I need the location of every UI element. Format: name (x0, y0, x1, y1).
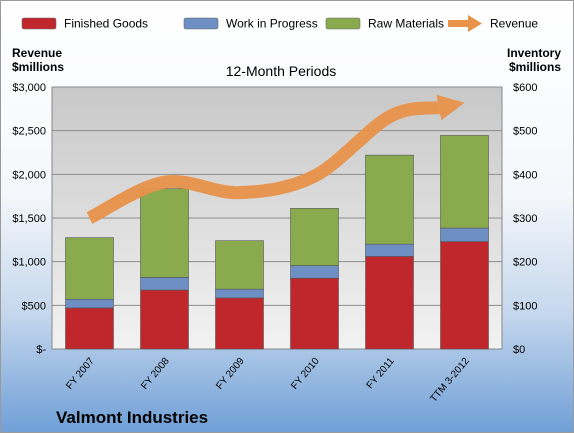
legend-item-work-in-progress: Work in Progress (183, 17, 318, 31)
bar-raw-materials-fy-2011 (365, 154, 414, 245)
left-tick-label: $- (36, 344, 46, 356)
left-tick-label: $2,500 (12, 126, 46, 138)
bar-finished-goods-ttm-3-2012 (440, 241, 489, 350)
left-tick-label: $1,000 (12, 257, 46, 269)
bar-raw-materials-fy-2010 (290, 208, 339, 266)
bar-raw-materials-fy-2009 (215, 240, 264, 290)
right-tick-label: $600 (513, 82, 537, 94)
legend-label: Revenue (490, 17, 538, 31)
bar-work-in-progress-fy-2007 (65, 298, 114, 309)
legend-item-revenue: Revenue (448, 15, 538, 32)
bar-finished-goods-fy-2010 (290, 277, 339, 350)
chart-title: 12-Month Periods (226, 63, 337, 79)
bar-raw-materials-fy-2007 (65, 237, 114, 300)
left-tick-label: $500 (22, 300, 46, 312)
bar-work-in-progress-fy-2010 (290, 265, 339, 279)
left-tick-label: $3,000 (12, 82, 46, 94)
company-name: Valmont Industries (56, 408, 208, 427)
gridlines (52, 86, 502, 306)
legend-swatch (325, 17, 361, 30)
revenue-arrowhead (436, 94, 465, 121)
left-tick-label: $1,500 (12, 213, 46, 225)
bar-finished-goods-fy-2011 (365, 256, 414, 350)
right-tick-label: $200 (513, 257, 537, 269)
right-axis-title-line1: Inventory (507, 46, 561, 60)
bar-finished-goods-fy-2007 (65, 307, 114, 350)
bar-work-in-progress-ttm-3-2012 (440, 227, 489, 242)
legend-label: Raw Materials (368, 17, 444, 31)
legend-label: Work in Progress (226, 17, 318, 31)
legend: Finished Goods Work in Progress Raw Materi… (21, 15, 538, 32)
revenue-line-layer (86, 94, 465, 224)
bar-work-in-progress-fy-2011 (365, 243, 414, 257)
left-axis-title-line2: $millions (12, 60, 64, 74)
bar-raw-materials-ttm-3-2012 (440, 135, 489, 229)
right-tick-label: $300 (513, 213, 537, 225)
legend-item-finished-goods: Finished Goods (21, 17, 148, 31)
bars (65, 135, 489, 350)
revenue-line (86, 101, 441, 224)
right-axis-title-line2: $millions (509, 60, 561, 74)
legend-item-raw-materials: Raw Materials (325, 17, 444, 31)
bar-work-in-progress-fy-2009 (215, 288, 264, 299)
legend-label: Finished Goods (64, 17, 148, 31)
legend-arrow-icon (468, 15, 482, 32)
bar-work-in-progress-fy-2008 (140, 277, 189, 291)
left-axis-title-line1: Revenue (12, 46, 62, 60)
left-tick-label: $2,000 (12, 169, 46, 181)
bar-raw-materials-fy-2008 (140, 188, 189, 278)
right-tick-label: $500 (513, 126, 537, 138)
right-tick-label: $100 (513, 300, 537, 312)
bar-finished-goods-fy-2009 (215, 297, 264, 350)
right-tick-label: $0 (513, 344, 525, 356)
legend-swatch (183, 17, 219, 30)
right-tick-label: $400 (513, 169, 537, 181)
bar-finished-goods-fy-2008 (140, 289, 189, 350)
legend-swatch (21, 17, 57, 30)
legend-swatch (448, 20, 468, 27)
